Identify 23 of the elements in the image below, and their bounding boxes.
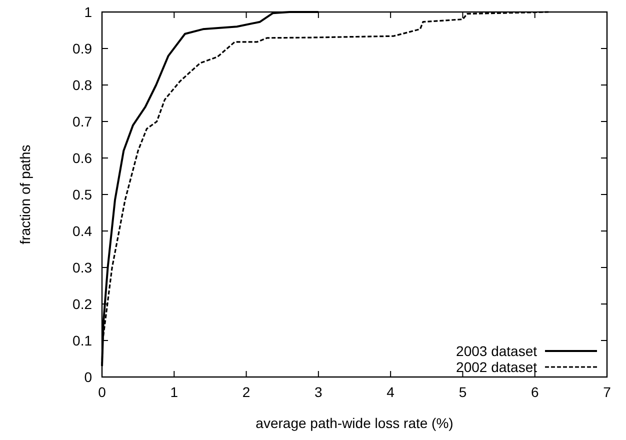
x-tick-label: 2 [242,384,250,400]
y-tick-label: 0.6 [72,150,92,166]
x-tick-label: 4 [386,384,395,400]
x-tick-label: 6 [530,384,539,400]
y-tick-label: 1 [84,4,92,20]
x-tick-label: 0 [98,384,106,400]
y-tick-label: 0.3 [72,260,92,276]
y-axis-title: fraction of paths [17,144,33,244]
y-tick-label: 0.1 [72,332,92,348]
x-tick-label: 3 [314,384,323,400]
legend-label: 2002 dataset [456,359,538,375]
y-tick-label: 0.9 [72,40,92,56]
y-tick-label: 0.8 [72,77,92,93]
x-tick-label: 7 [603,384,612,400]
x-axis-title: average path-wide loss rate (%) [256,415,454,431]
x-tick-label: 5 [458,384,467,400]
y-tick-label: 0.4 [72,223,92,239]
y-tick-label: 0.2 [72,296,92,312]
y-tick-label: 0.7 [72,114,92,130]
x-tick-label: 1 [170,384,178,400]
y-tick-label: 0.5 [72,186,92,202]
legend-label: 2003 dataset [456,343,538,359]
y-tick-label: 0 [84,369,92,385]
